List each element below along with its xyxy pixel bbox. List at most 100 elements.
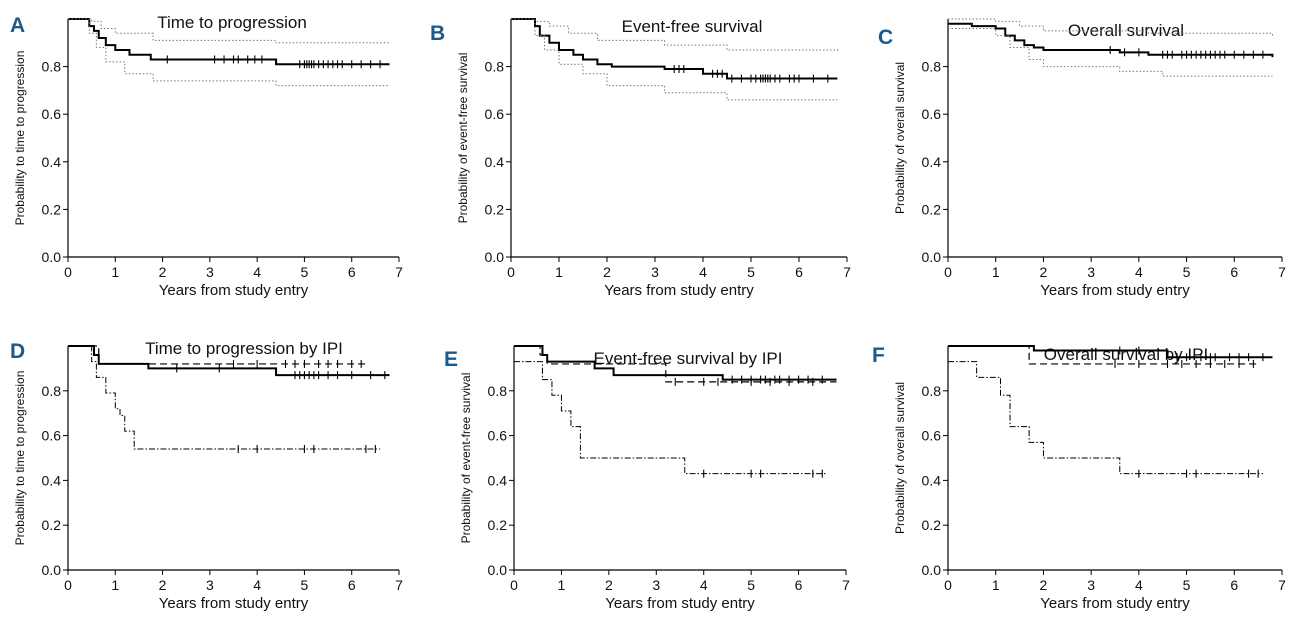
x-tick-label: 3 [652,577,660,593]
x-tick-label: 1 [111,577,119,593]
y-tick-label: 0.6 [42,428,62,444]
chart-title: Time to progression by IPI [145,339,343,358]
x-tick-label: 5 [747,264,755,280]
chart-title: Event-free survival by IPI [594,349,783,368]
x-axis-label: Years from study entry [159,595,309,612]
x-tick-label: 4 [1135,264,1143,280]
chart-title: Event-free survival [622,17,763,36]
x-axis-label: Years from study entry [604,282,754,299]
x-tick-label: 7 [1278,264,1286,280]
x-tick-label: 7 [842,577,850,593]
x-tick-label: 0 [944,577,952,593]
panel-letter: D [10,340,25,363]
y-axis-label: Probability of event-free survival [459,373,473,544]
chart-panel-a: A Time to progression 0 1 2 3 4 5 6 7 0.0 0.2 0.4 0.6… [10,13,403,299]
y-tick-label: 0.4 [42,472,62,488]
x-tick-label: 4 [1135,577,1143,593]
x-axis-label: Years from study entry [159,282,309,299]
chart-panel-b: B Event-free survival 0 1 2 3 4 5 6 7 0.0 0.2 0.4 0.6… [430,17,851,299]
x-tick-label: 5 [301,264,309,280]
chart-title: Time to progression [157,13,307,32]
x-tick-label: 6 [795,577,803,593]
y-tick-label: 0.2 [485,201,505,217]
x-tick-label: 3 [1087,577,1095,593]
y-tick-label: 0.6 [922,428,942,444]
x-tick-label: 2 [1040,264,1048,280]
x-tick-label: 0 [64,264,72,280]
y-tick-label: 0.8 [485,59,505,75]
y-tick-label: 0.0 [42,249,62,265]
series-line-dotted-ci [68,18,390,87]
panel-letter: F [872,344,885,367]
y-axis-label: Probability to time to progression [13,51,27,226]
panel-letter: C [878,26,893,49]
series-line-dotted-ci [948,18,1273,36]
x-tick-label: 5 [1183,264,1191,280]
chart-panel-f: F Overall survival by IPI 0 1 2 3 4 5 6 7 0.0 0.2 0.… [872,344,1286,612]
y-tick-label: 0.6 [485,106,505,122]
series-line-dashdot-step [68,345,381,450]
x-tick-label: 6 [1230,577,1238,593]
y-tick-label: 0.2 [488,517,508,533]
y-axis-label: Probability to time to progression [13,371,27,546]
x-tick-label: 3 [206,577,214,593]
chart-title: Overall survival by IPI [1044,345,1208,364]
x-tick-label: 7 [395,264,403,280]
y-tick-label: 0.2 [922,517,942,533]
chart-panel-e: E Event-free survival by IPI 0 1 2 3 4 5 6 7 0.0 0.… [444,345,850,612]
y-tick-label: 0.8 [922,59,942,75]
series-line-dotted-ci [68,18,390,44]
x-tick-label: 7 [1278,577,1286,593]
y-tick-label: 0.8 [42,383,62,399]
x-tick-label: 7 [395,577,403,593]
x-tick-label: 6 [795,264,803,280]
x-tick-label: 2 [159,577,167,593]
panel-letter: A [10,14,25,37]
y-tick-label: 0.2 [42,201,62,217]
series-line-solid-step [514,345,837,381]
x-tick-label: 2 [159,264,167,280]
panel-letter: E [444,348,458,371]
x-tick-label: 6 [348,577,356,593]
x-tick-label: 1 [555,264,563,280]
y-tick-label: 0.4 [42,154,62,170]
x-tick-label: 0 [510,577,518,593]
x-axis-label: Years from study entry [605,595,755,612]
x-axis-label: Years from study entry [1040,595,1190,612]
x-tick-label: 5 [747,577,755,593]
x-tick-label: 5 [1183,577,1191,593]
x-tick-label: 2 [605,577,613,593]
x-tick-label: 4 [699,264,707,280]
chart-panel-d: D Time to progression by IPI 0 1 2 3 4 5 6 7 0.0 0.… [10,339,403,612]
x-tick-label: 4 [700,577,708,593]
x-tick-label: 2 [1040,577,1048,593]
y-tick-label: 0.0 [485,249,505,265]
y-tick-label: 0.6 [42,106,62,122]
y-tick-label: 0.6 [488,428,508,444]
x-tick-label: 6 [348,264,356,280]
y-tick-label: 0.4 [922,154,942,170]
series-line-solid-step [68,18,390,66]
x-tick-label: 1 [111,264,119,280]
y-axis-label: Probability of event-free survival [456,53,470,224]
x-tick-label: 3 [651,264,659,280]
x-tick-label: 6 [1230,264,1238,280]
y-tick-label: 0.6 [922,106,942,122]
x-tick-label: 3 [206,264,214,280]
panel-letter: B [430,22,445,45]
series-line-dotted-ci [948,28,1273,77]
y-tick-label: 0.4 [922,472,942,488]
y-tick-label: 0.8 [922,383,942,399]
series-line-dashed-step [514,345,837,383]
series-line-solid-step [511,18,838,80]
y-tick-label: 0.0 [922,249,942,265]
y-axis-label: Probability of overall survival [893,62,907,214]
x-tick-label: 4 [253,577,261,593]
y-tick-label: 0.0 [42,562,62,578]
x-tick-label: 0 [64,577,72,593]
x-tick-label: 4 [253,264,261,280]
y-tick-label: 0.0 [488,562,508,578]
x-tick-label: 1 [992,577,1000,593]
series-line-dashed-step [948,345,1259,365]
